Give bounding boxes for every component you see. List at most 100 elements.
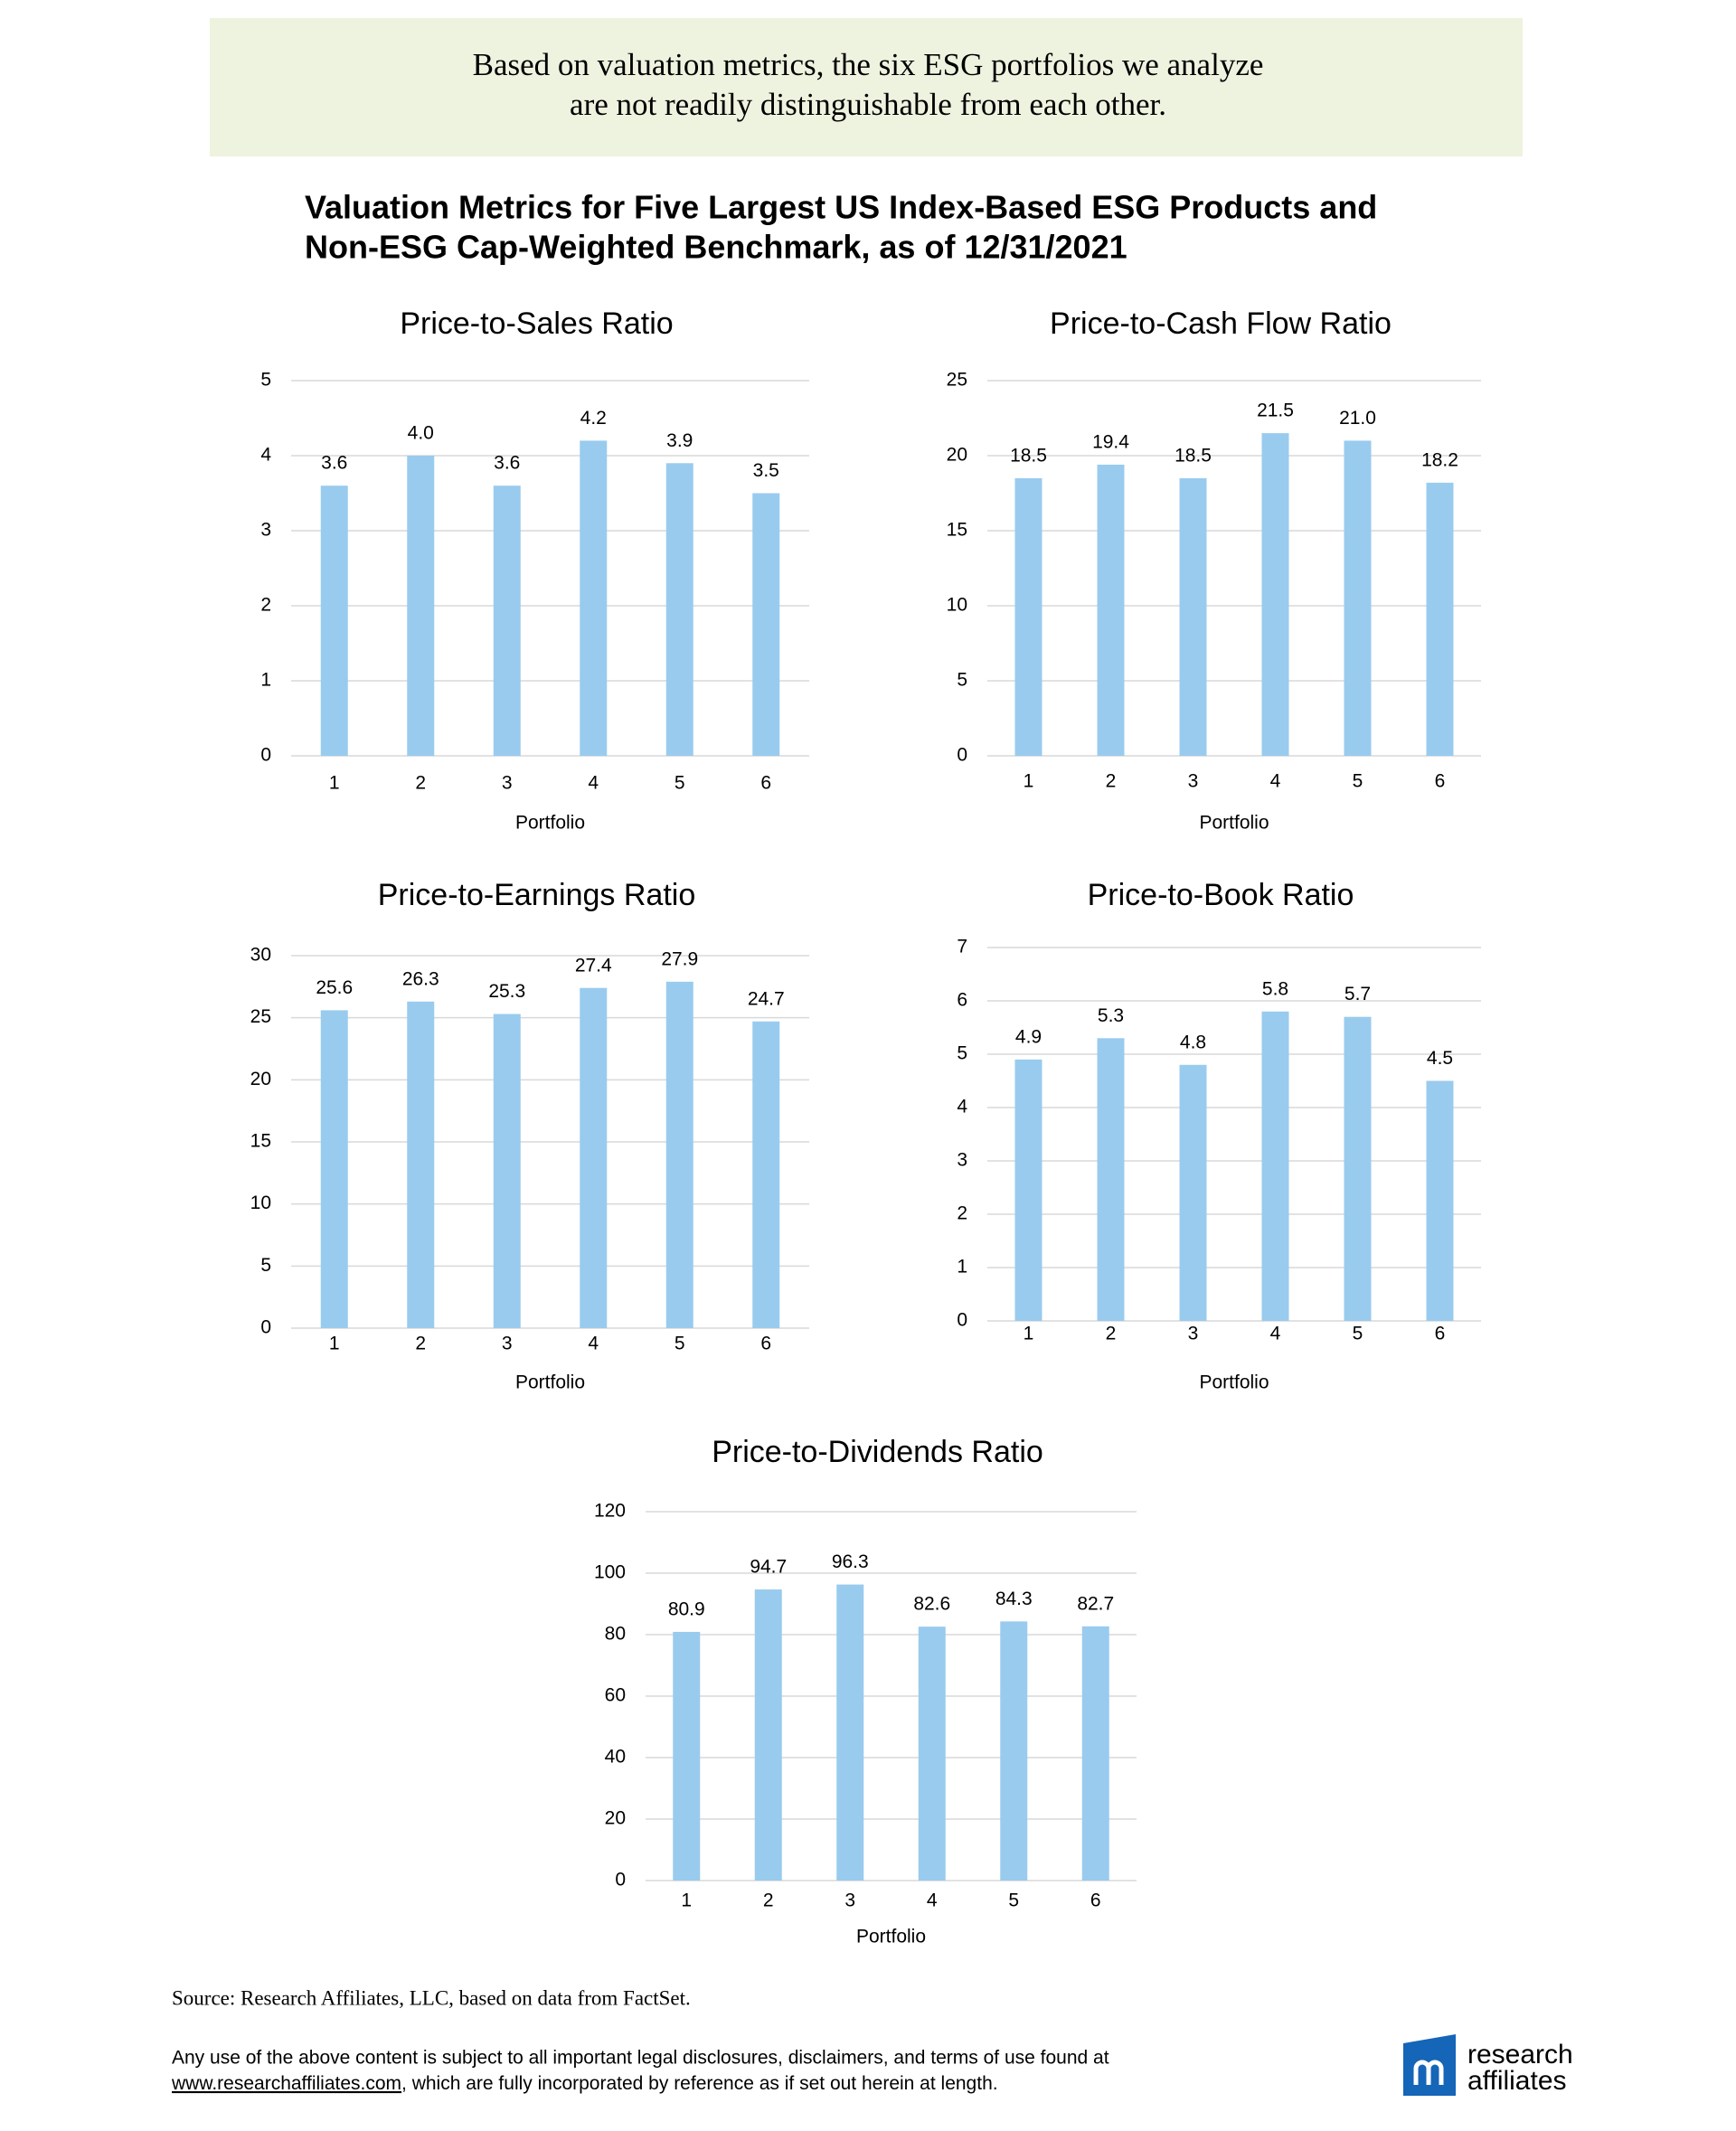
x-tick-label: 5	[1008, 1891, 1019, 1911]
chart-title: Price-to-Earnings Ratio	[378, 878, 695, 912]
chart-title: Price-to-Sales Ratio	[400, 306, 673, 341]
bar	[1000, 1621, 1028, 1881]
data-label: 27.9	[661, 948, 698, 969]
disclaimer-link[interactable]: www.researchaffiliates.com	[171, 2073, 401, 2094]
data-label: 82.6	[913, 1594, 950, 1615]
y-tick-label: 0	[957, 1310, 967, 1331]
data-label: 4.2	[580, 408, 607, 429]
logo-text: affiliates	[1467, 2066, 1567, 2096]
y-tick-label: 20	[605, 1808, 626, 1829]
bar	[493, 486, 521, 756]
bar	[320, 1010, 348, 1328]
x-tick-label: 5	[1353, 771, 1363, 792]
x-tick-label: 3	[1188, 1324, 1199, 1344]
bar	[918, 1627, 946, 1881]
banner-line: Based on valuation metrics, the six ESG …	[473, 47, 1264, 82]
data-label: 18.5	[1010, 445, 1047, 466]
x-tick-label: 2	[415, 1334, 426, 1354]
y-tick-label: 1	[957, 1257, 967, 1278]
data-label: 21.0	[1339, 408, 1376, 429]
y-tick-label: 20	[947, 445, 967, 466]
x-tick-label: 1	[681, 1891, 692, 1911]
banner-line: are not readily distinguishable from eac…	[570, 87, 1166, 122]
data-label: 96.3	[832, 1551, 869, 1572]
y-tick-label: 4	[260, 445, 271, 466]
x-tick-label: 6	[760, 1334, 771, 1354]
x-tick-label: 1	[1024, 771, 1034, 792]
disclaimer: Any use of the above content is subject …	[172, 2048, 1109, 2069]
data-label: 27.4	[575, 955, 612, 976]
data-label: 3.6	[494, 453, 520, 474]
x-tick-label: 4	[588, 1334, 599, 1354]
bar	[665, 463, 693, 756]
bar	[1344, 1016, 1372, 1321]
x-tick-label: 2	[1106, 1324, 1117, 1344]
y-tick-label: 1	[260, 670, 271, 691]
data-label: 5.8	[1262, 978, 1288, 999]
x-tick-label: 1	[1024, 1324, 1034, 1344]
bar	[1097, 464, 1125, 756]
bar	[836, 1584, 864, 1881]
y-tick-label: 6	[957, 990, 967, 1011]
logo: research affiliates	[1403, 2034, 1573, 2096]
y-tick-label: 40	[605, 1747, 626, 1768]
disclaimer: www.researchaffiliates.com, which are fu…	[171, 2073, 998, 2094]
y-tick-label: 4	[957, 1097, 967, 1117]
data-label: 3.9	[666, 430, 693, 451]
y-tick-label: 0	[260, 745, 271, 766]
data-label: 84.3	[995, 1589, 1033, 1609]
data-label: 5.7	[1344, 984, 1371, 1004]
y-tick-label: 25	[250, 1006, 271, 1027]
figure-title: Valuation Metrics for Five Largest US In…	[305, 189, 1377, 226]
y-tick-label: 2	[260, 595, 271, 616]
y-tick-label: 80	[605, 1624, 626, 1645]
bar	[1426, 1080, 1454, 1321]
x-tick-label: 5	[675, 1334, 685, 1354]
disclaimer-text: , which are fully incorporated by refere…	[401, 2073, 998, 2094]
data-label: 4.0	[408, 423, 434, 444]
bar	[1081, 1626, 1109, 1881]
y-tick-label: 15	[250, 1131, 271, 1152]
bar	[1426, 482, 1454, 756]
x-tick-label: 4	[1270, 771, 1281, 792]
data-label: 19.4	[1092, 432, 1129, 453]
y-tick-label: 10	[947, 595, 967, 616]
bar	[1344, 440, 1372, 756]
y-tick-label: 60	[605, 1685, 626, 1706]
data-label: 4.8	[1180, 1032, 1206, 1052]
y-tick-label: 3	[957, 1150, 967, 1171]
data-label: 4.9	[1015, 1026, 1042, 1047]
y-tick-label: 20	[250, 1069, 271, 1089]
logo-glyph	[1413, 2060, 1444, 2085]
bar	[673, 1631, 701, 1881]
y-tick-label: 25	[947, 370, 967, 391]
data-label: 4.5	[1427, 1048, 1453, 1069]
y-tick-label: 5	[260, 1255, 271, 1276]
x-tick-label: 3	[502, 773, 513, 794]
bar	[1261, 1011, 1289, 1321]
y-tick-label: 5	[957, 1043, 967, 1064]
bar	[752, 493, 780, 756]
x-tick-label: 3	[502, 1334, 513, 1354]
bar	[320, 486, 348, 756]
bar	[1014, 477, 1043, 756]
data-label: 25.3	[488, 981, 525, 1002]
x-tick-label: 1	[329, 1334, 340, 1354]
x-tick-label: 2	[415, 773, 426, 794]
x-tick-label: 3	[1188, 771, 1199, 792]
x-axis-label: Portfolio	[515, 1372, 585, 1393]
y-tick-label: 10	[250, 1193, 271, 1213]
y-tick-label: 5	[957, 670, 967, 691]
bar	[407, 1001, 435, 1328]
bar	[580, 440, 608, 756]
bar	[1179, 1064, 1207, 1321]
x-tick-label: 1	[329, 773, 340, 794]
y-tick-label: 30	[250, 945, 271, 966]
data-label: 3.5	[753, 460, 779, 481]
x-axis-label: Portfolio	[856, 1927, 926, 1947]
x-tick-label: 5	[1353, 1324, 1363, 1344]
x-tick-label: 6	[1435, 771, 1446, 792]
x-tick-label: 6	[1090, 1891, 1101, 1911]
data-label: 18.2	[1421, 449, 1458, 470]
x-tick-label: 2	[1106, 771, 1117, 792]
